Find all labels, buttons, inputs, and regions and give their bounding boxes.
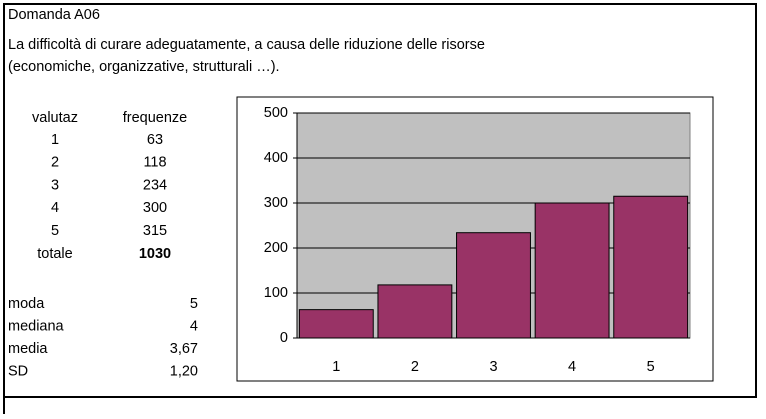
frame <box>3 3 757 398</box>
x-tick-label: 2 <box>411 359 419 375</box>
column-header: frequenze <box>123 110 188 126</box>
stat-value: 5 <box>190 296 198 312</box>
bar <box>298 309 374 339</box>
bar <box>377 284 453 339</box>
column-header: valutaz <box>32 110 78 126</box>
total-value: 1030 <box>139 246 171 262</box>
stat-value: 4 <box>190 318 198 334</box>
stat-value: 3,67 <box>170 341 198 357</box>
bar <box>534 202 610 339</box>
y-tick-label: 400 <box>264 150 288 166</box>
rating: 5 <box>51 223 59 239</box>
bar <box>613 195 689 339</box>
question-code: Domanda A06 <box>8 7 100 23</box>
frequency: 315 <box>143 223 167 239</box>
stat-label: media <box>8 341 48 357</box>
stat-label: moda <box>8 296 45 312</box>
bar <box>456 232 531 339</box>
stat-value: 1,20 <box>170 363 198 379</box>
total-label: totale <box>37 246 72 262</box>
stat-label: SD <box>8 363 28 379</box>
rating: 4 <box>51 200 59 216</box>
rating: 2 <box>51 155 59 171</box>
x-tick-label: 4 <box>568 359 576 375</box>
x-tick-label: 5 <box>647 359 655 375</box>
stat-label: mediana <box>8 318 65 334</box>
question-text: (economiche, organizzative, strutturali … <box>8 59 280 75</box>
frequency: 234 <box>143 177 167 193</box>
y-tick-label: 0 <box>280 330 288 346</box>
frequency: 118 <box>143 155 166 171</box>
frequency: 63 <box>147 132 163 148</box>
rating: 3 <box>51 177 59 193</box>
y-tick-label: 300 <box>264 195 288 211</box>
question-text: La difficoltà di curare adeguatamente, a… <box>8 37 485 53</box>
x-tick-label: 3 <box>489 359 497 375</box>
y-tick-label: 100 <box>264 285 288 301</box>
y-tick-label: 500 <box>264 105 288 121</box>
frequency: 300 <box>143 200 167 216</box>
y-tick-label: 200 <box>264 240 288 256</box>
x-tick-label: 1 <box>332 359 340 375</box>
rating: 1 <box>51 132 59 148</box>
